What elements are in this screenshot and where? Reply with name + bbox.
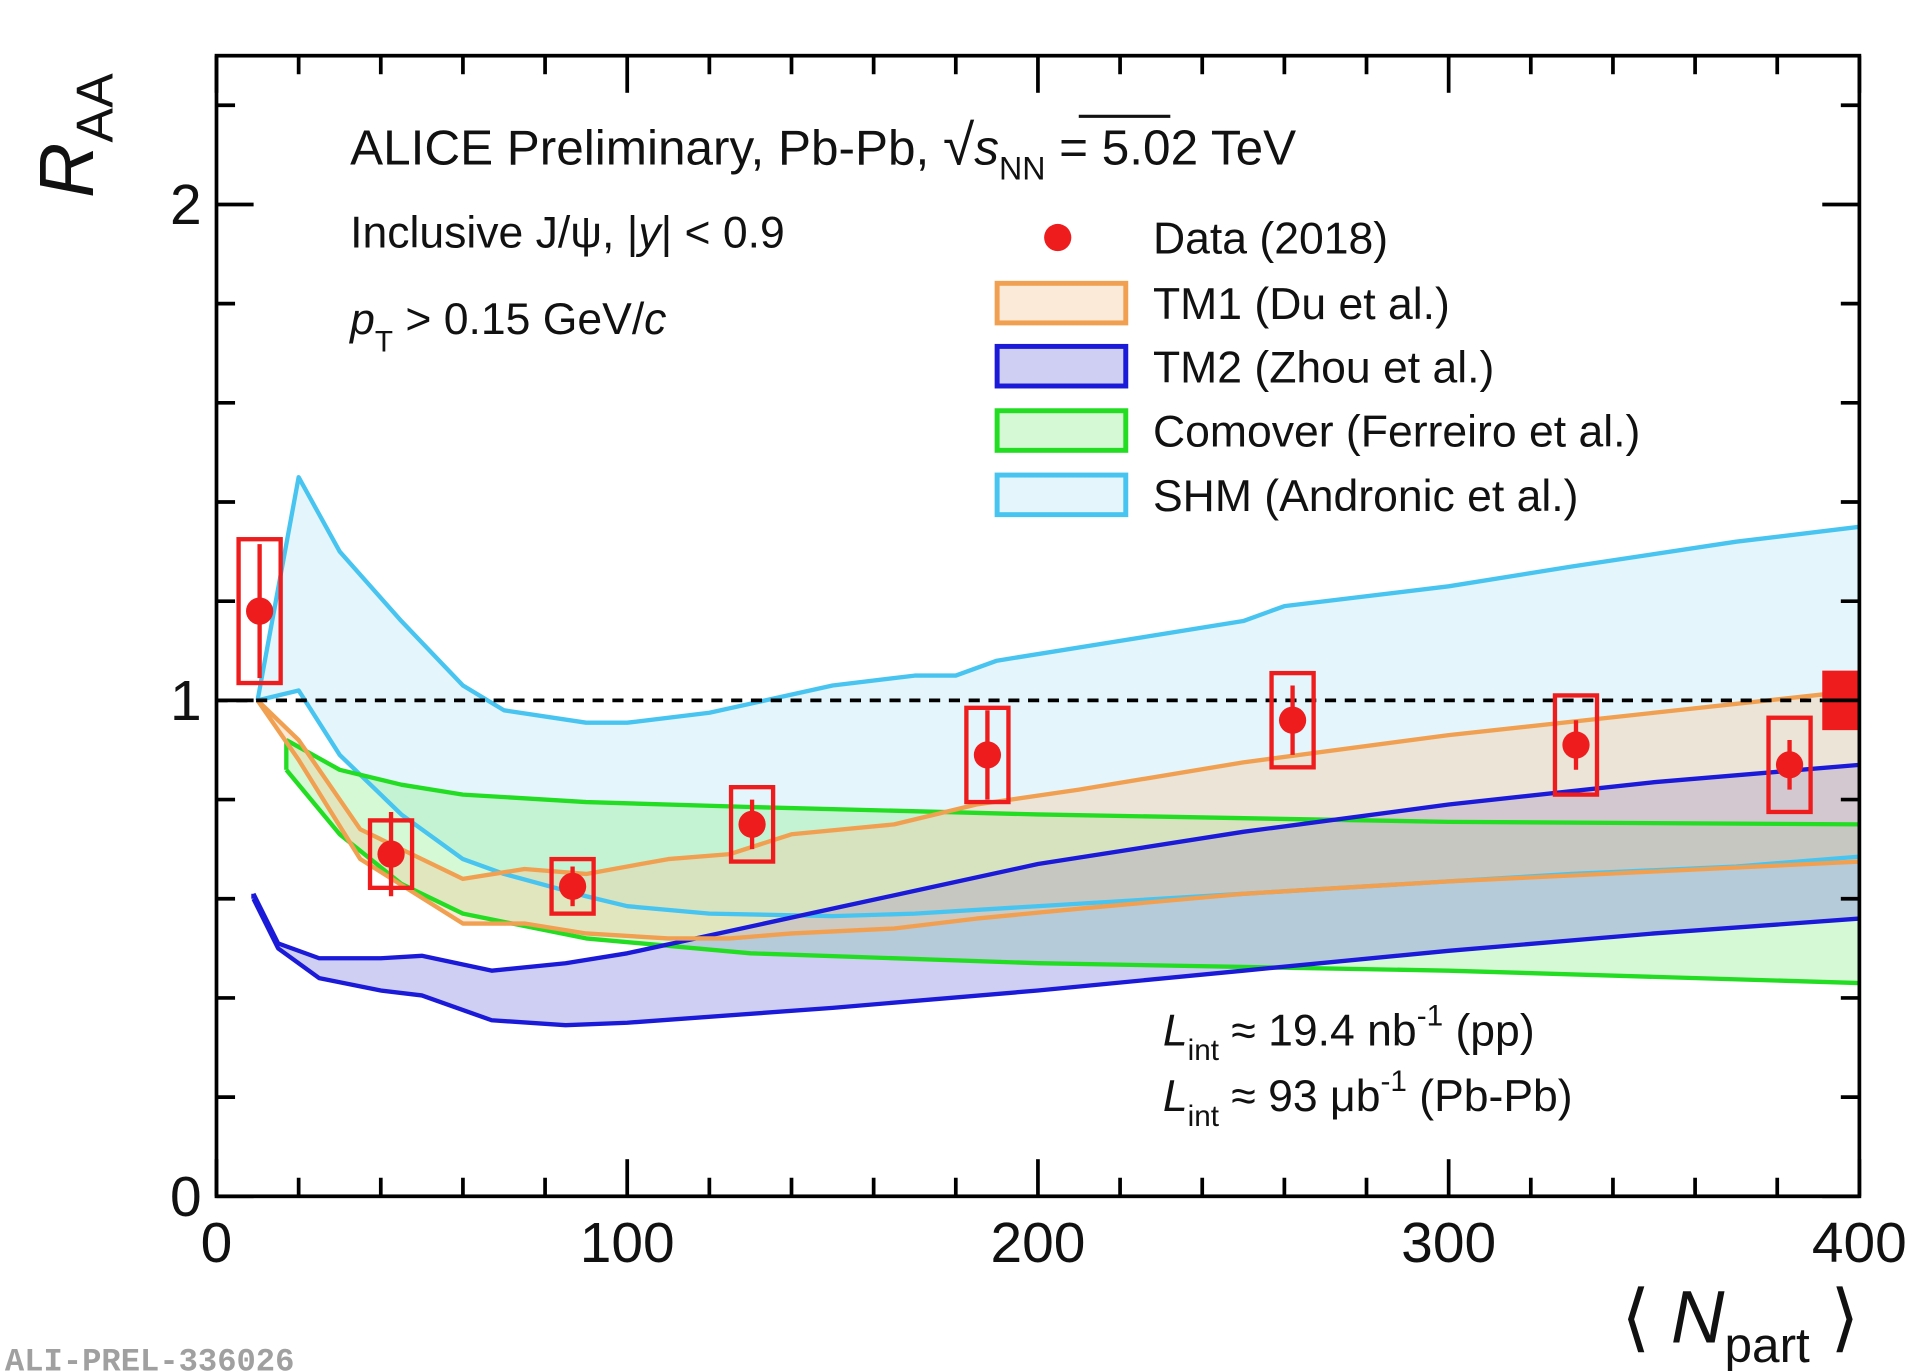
- pt-cut: pT > 0.15 GeV/c: [348, 295, 666, 358]
- legend-marker: [1044, 223, 1072, 252]
- selection-text: Inclusive J/ψ, |: [350, 208, 638, 257]
- pt-subscript: T: [375, 325, 393, 358]
- x-label-bracket: ⟨: [1621, 1275, 1671, 1358]
- y-axis-label: RAA: [25, 73, 125, 198]
- x-tick-label: 100: [580, 1211, 675, 1275]
- band-fill: [286, 740, 1860, 984]
- syst-box: [728, 785, 776, 864]
- legend: Data (2018) TM1 (Du et al.) TM2 (Zhou et a…: [994, 215, 1640, 521]
- x-tick-label: 0: [201, 1211, 233, 1275]
- legend-label: TM2 (Zhou et al.): [1153, 343, 1494, 392]
- band-fill: [253, 764, 1860, 1026]
- y-tick-label: 2: [170, 173, 202, 237]
- watermark: ALI-PREL-336026: [5, 1344, 294, 1371]
- band-edge: [285, 738, 1860, 827]
- legend-label: SHM (Andronic et al.): [1153, 472, 1579, 521]
- selection: Inclusive J/ψ, |y| < 0.9: [350, 208, 785, 257]
- pt-symbol: c: [644, 295, 666, 344]
- band-edge: [251, 762, 1860, 973]
- syst-box: [1269, 670, 1316, 770]
- legend-label: Comover (Ferreiro et al.): [1153, 408, 1640, 457]
- legend-swatch: [994, 408, 1129, 453]
- syst-box: [1552, 693, 1600, 797]
- band-edge: [251, 897, 1860, 1028]
- y-label-subscript: AA: [67, 73, 125, 143]
- legend-label: Data (2018): [1153, 215, 1388, 264]
- band-fill: [257, 477, 1860, 917]
- syst-box: [549, 856, 596, 916]
- x-tick-label: 200: [990, 1211, 1085, 1275]
- data-point: [1775, 751, 1804, 779]
- band-edge: [255, 699, 1860, 941]
- title-text: = 5.02 TeV: [1045, 121, 1296, 176]
- pt-symbol: p: [348, 295, 375, 344]
- title-text: ALICE Preliminary, Pb-Pb,: [350, 121, 943, 176]
- syst-box: [1766, 715, 1813, 815]
- lumi-pp: Lint ≈ 19.4 nb-1 (pp): [1163, 1000, 1535, 1068]
- title: ALICE Preliminary, Pb-Pb, √sNN = 5.02 Te…: [350, 114, 1296, 187]
- y-tick-label: 1: [170, 669, 202, 733]
- lumi-superscript: -1: [1417, 1000, 1443, 1033]
- lumi-subscript: int: [1188, 1100, 1220, 1133]
- legend-swatch: [994, 472, 1129, 518]
- band-edge: [284, 768, 1860, 986]
- legend-label: TM1 (Du et al.): [1153, 280, 1450, 329]
- lumi-subscript: int: [1188, 1034, 1220, 1067]
- data-point: [738, 810, 766, 838]
- y-label-symbol: R: [25, 143, 110, 198]
- lumi-text: ≈ 93 μb: [1219, 1072, 1380, 1121]
- data-point: [1278, 706, 1307, 734]
- lumi-symbol: L: [1163, 1006, 1188, 1055]
- x-tick-label: 400: [1812, 1211, 1907, 1275]
- x-tick-label: 300: [1401, 1211, 1496, 1275]
- legend-swatch: [994, 280, 1129, 326]
- lumi-text: (Pb-Pb): [1407, 1072, 1573, 1121]
- selection-text: | < 0.9: [661, 208, 785, 257]
- legend-swatch: [994, 343, 1129, 389]
- lumi-superscript: -1: [1380, 1065, 1406, 1098]
- lumi-pbpb: Lint ≈ 93 μb-1 (Pb-Pb): [1163, 1065, 1573, 1133]
- selection-symbol: y: [635, 208, 663, 257]
- data-point: [377, 840, 405, 868]
- pt-text: > 0.15 GeV/: [393, 295, 645, 344]
- x-label-symbol: N: [1671, 1275, 1725, 1358]
- sqrt-sign: √: [943, 114, 975, 178]
- x-label-bracket: ⟩: [1810, 1275, 1860, 1358]
- x-axis-label: ⟨ Npart ⟩: [1621, 1275, 1859, 1371]
- syst-box: [236, 537, 283, 686]
- lumi-text: (pp): [1443, 1006, 1535, 1055]
- title-symbol: s: [974, 121, 999, 176]
- band-edge: [255, 475, 1860, 725]
- data-point: [1562, 731, 1590, 759]
- x-label-subscript: part: [1725, 1318, 1810, 1371]
- data-point: [973, 741, 1002, 769]
- lumi-symbol: L: [1163, 1072, 1188, 1121]
- data-point: [246, 597, 274, 625]
- title-subscript: NN: [999, 150, 1045, 186]
- lumi-text: ≈ 19.4 nb: [1219, 1006, 1417, 1055]
- data-point: [558, 872, 587, 900]
- syst-box: [964, 705, 1011, 805]
- plot-area: [216, 475, 1860, 1028]
- y-tick-label: 0: [170, 1165, 202, 1229]
